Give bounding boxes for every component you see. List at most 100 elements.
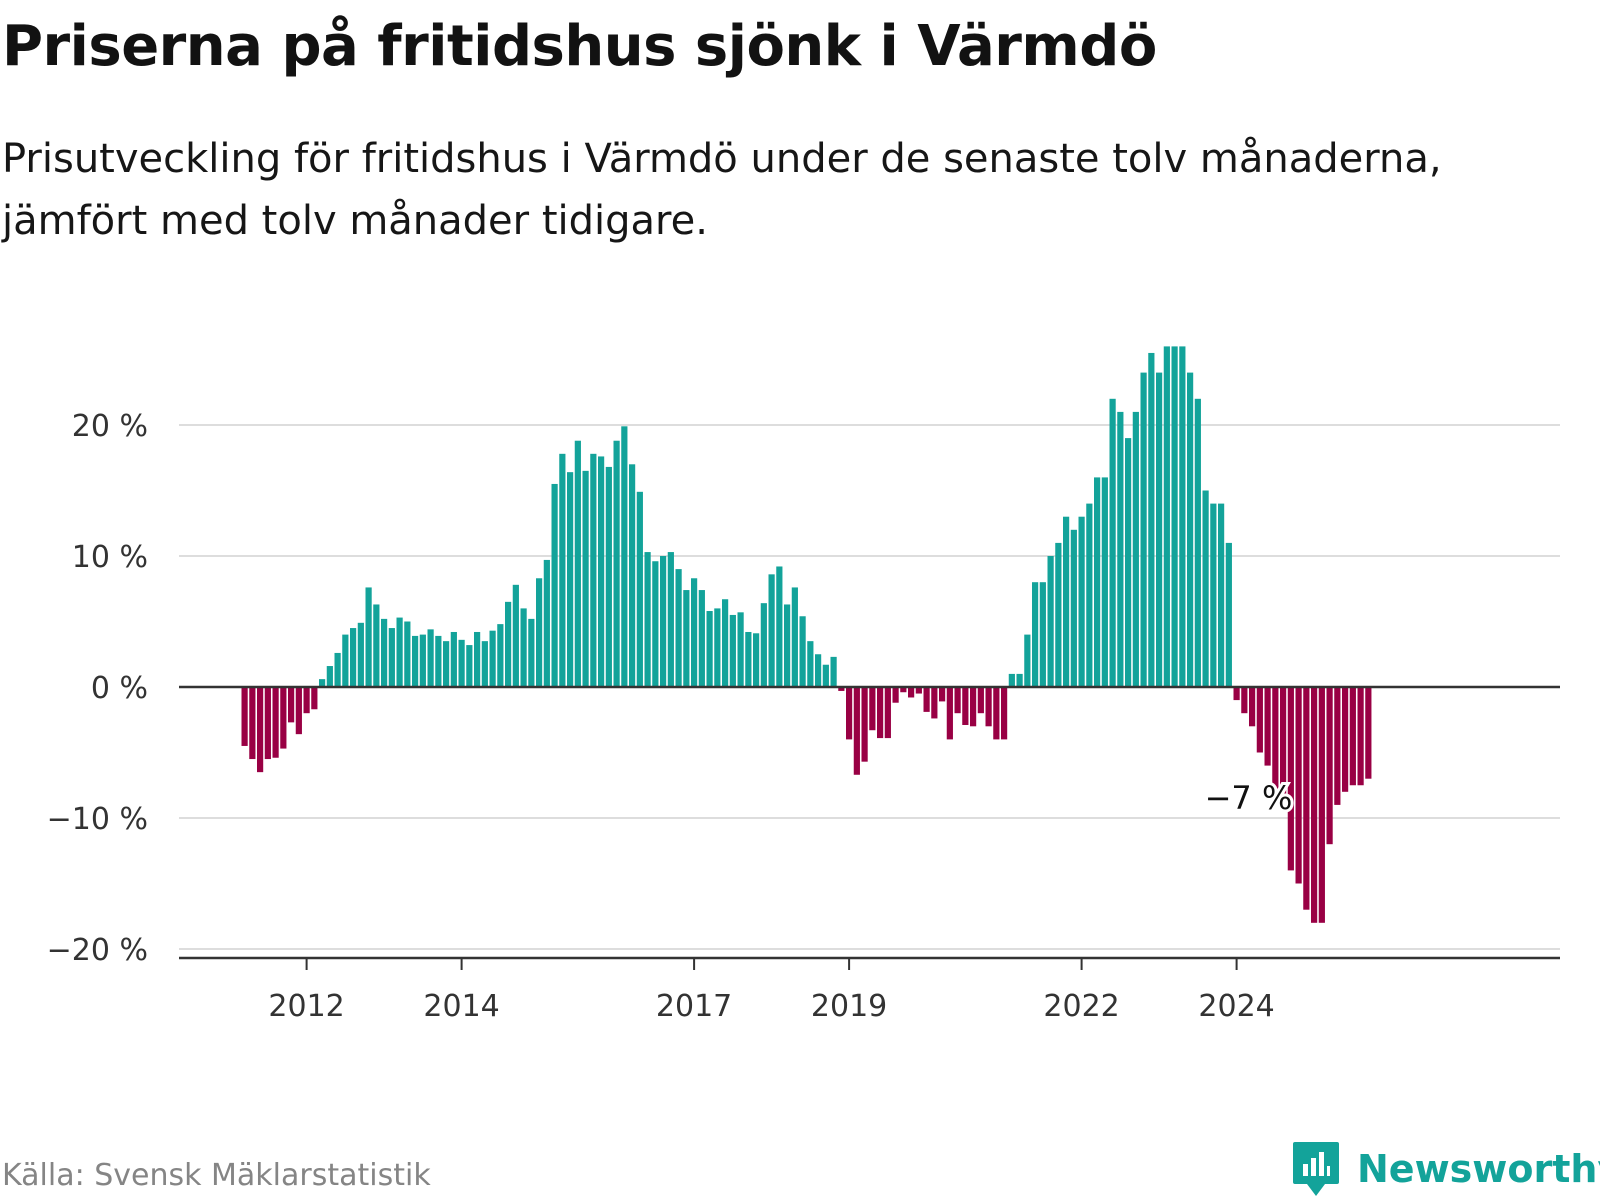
bar bbox=[1295, 687, 1302, 884]
bar bbox=[784, 604, 791, 687]
bar bbox=[683, 590, 690, 687]
bar bbox=[1256, 687, 1263, 753]
bar bbox=[319, 679, 326, 687]
bar bbox=[1342, 687, 1349, 792]
bar bbox=[536, 578, 543, 687]
bar bbox=[1365, 687, 1372, 779]
bar bbox=[838, 687, 845, 691]
bar bbox=[869, 687, 876, 731]
bar bbox=[815, 654, 822, 687]
bar bbox=[977, 687, 984, 714]
x-tick-label: 2024 bbox=[1198, 989, 1274, 1024]
bar bbox=[613, 440, 620, 687]
bar bbox=[257, 687, 264, 773]
bar-series bbox=[241, 346, 1372, 923]
bar bbox=[737, 612, 744, 687]
chart-title: Priserna på fritidshus sjönk i Värmdö bbox=[2, 14, 1157, 79]
bar bbox=[1055, 542, 1062, 687]
bar bbox=[1008, 673, 1015, 687]
bar bbox=[714, 608, 721, 687]
bar bbox=[877, 687, 884, 739]
bar bbox=[1047, 556, 1054, 687]
bar bbox=[706, 611, 713, 687]
bar bbox=[908, 687, 915, 698]
bar bbox=[574, 440, 581, 687]
bar bbox=[807, 641, 814, 687]
bar bbox=[884, 687, 891, 739]
bar bbox=[249, 687, 256, 760]
bar bbox=[334, 652, 341, 687]
bar bbox=[1070, 529, 1077, 687]
bar bbox=[900, 687, 907, 693]
x-tick-label: 2014 bbox=[423, 989, 499, 1024]
bar bbox=[939, 687, 946, 702]
bar bbox=[1303, 687, 1310, 910]
bar bbox=[1326, 687, 1333, 845]
bar bbox=[1094, 477, 1101, 687]
bar bbox=[396, 617, 403, 687]
bar bbox=[605, 466, 612, 687]
bar bbox=[729, 614, 736, 687]
bar bbox=[652, 561, 659, 687]
bar bbox=[1032, 582, 1039, 687]
bar bbox=[621, 426, 628, 687]
y-tick-label: 0 % bbox=[91, 671, 148, 706]
x-tick-label: 2019 bbox=[811, 989, 887, 1024]
brand-logo: Newsworthy bbox=[1291, 1140, 1600, 1198]
bar bbox=[915, 687, 922, 694]
bar bbox=[373, 604, 380, 687]
source-note: Källa: Svensk Mäklarstatistik bbox=[2, 1158, 431, 1193]
bar bbox=[822, 664, 829, 687]
x-tick-label: 2012 bbox=[268, 989, 344, 1024]
bar bbox=[1117, 411, 1124, 687]
bar bbox=[1287, 687, 1294, 871]
bar bbox=[660, 556, 667, 687]
bar bbox=[381, 618, 388, 687]
bar bbox=[722, 599, 729, 687]
bar bbox=[1179, 346, 1186, 687]
bar bbox=[458, 639, 465, 687]
bar bbox=[1078, 516, 1085, 687]
bar bbox=[861, 687, 868, 762]
bar bbox=[753, 633, 760, 687]
bar bbox=[450, 631, 457, 687]
y-tick-label: −10 % bbox=[47, 802, 148, 837]
bar bbox=[342, 634, 349, 687]
bar bbox=[419, 634, 426, 687]
bar bbox=[1334, 687, 1341, 805]
bar bbox=[388, 628, 395, 687]
bar bbox=[1218, 503, 1225, 687]
bar bbox=[466, 645, 473, 687]
bar bbox=[295, 687, 302, 735]
bar bbox=[745, 631, 752, 687]
bar bbox=[1318, 687, 1325, 923]
bar bbox=[892, 687, 899, 703]
bar bbox=[559, 453, 566, 687]
newsworthy-icon bbox=[1293, 1142, 1339, 1196]
bar bbox=[1039, 582, 1046, 687]
bar bbox=[1001, 687, 1008, 740]
bar bbox=[1202, 490, 1209, 687]
bar bbox=[489, 630, 496, 687]
bar bbox=[1125, 438, 1132, 687]
bar bbox=[497, 624, 504, 687]
bar bbox=[241, 687, 248, 746]
bar bbox=[985, 687, 992, 727]
bar bbox=[768, 574, 775, 687]
bar bbox=[954, 687, 961, 714]
bar bbox=[1210, 503, 1217, 687]
bar bbox=[303, 687, 310, 714]
bar bbox=[481, 641, 488, 687]
bar bbox=[590, 453, 597, 687]
bar bbox=[667, 552, 674, 687]
bar bbox=[1132, 411, 1139, 687]
bar bbox=[644, 552, 651, 687]
bar bbox=[691, 578, 698, 687]
bar bbox=[512, 584, 519, 687]
bar bbox=[311, 687, 318, 710]
bar bbox=[629, 464, 636, 687]
bar bbox=[1241, 687, 1248, 714]
bar bbox=[582, 470, 589, 687]
bar bbox=[931, 687, 938, 719]
bar bbox=[543, 559, 550, 687]
